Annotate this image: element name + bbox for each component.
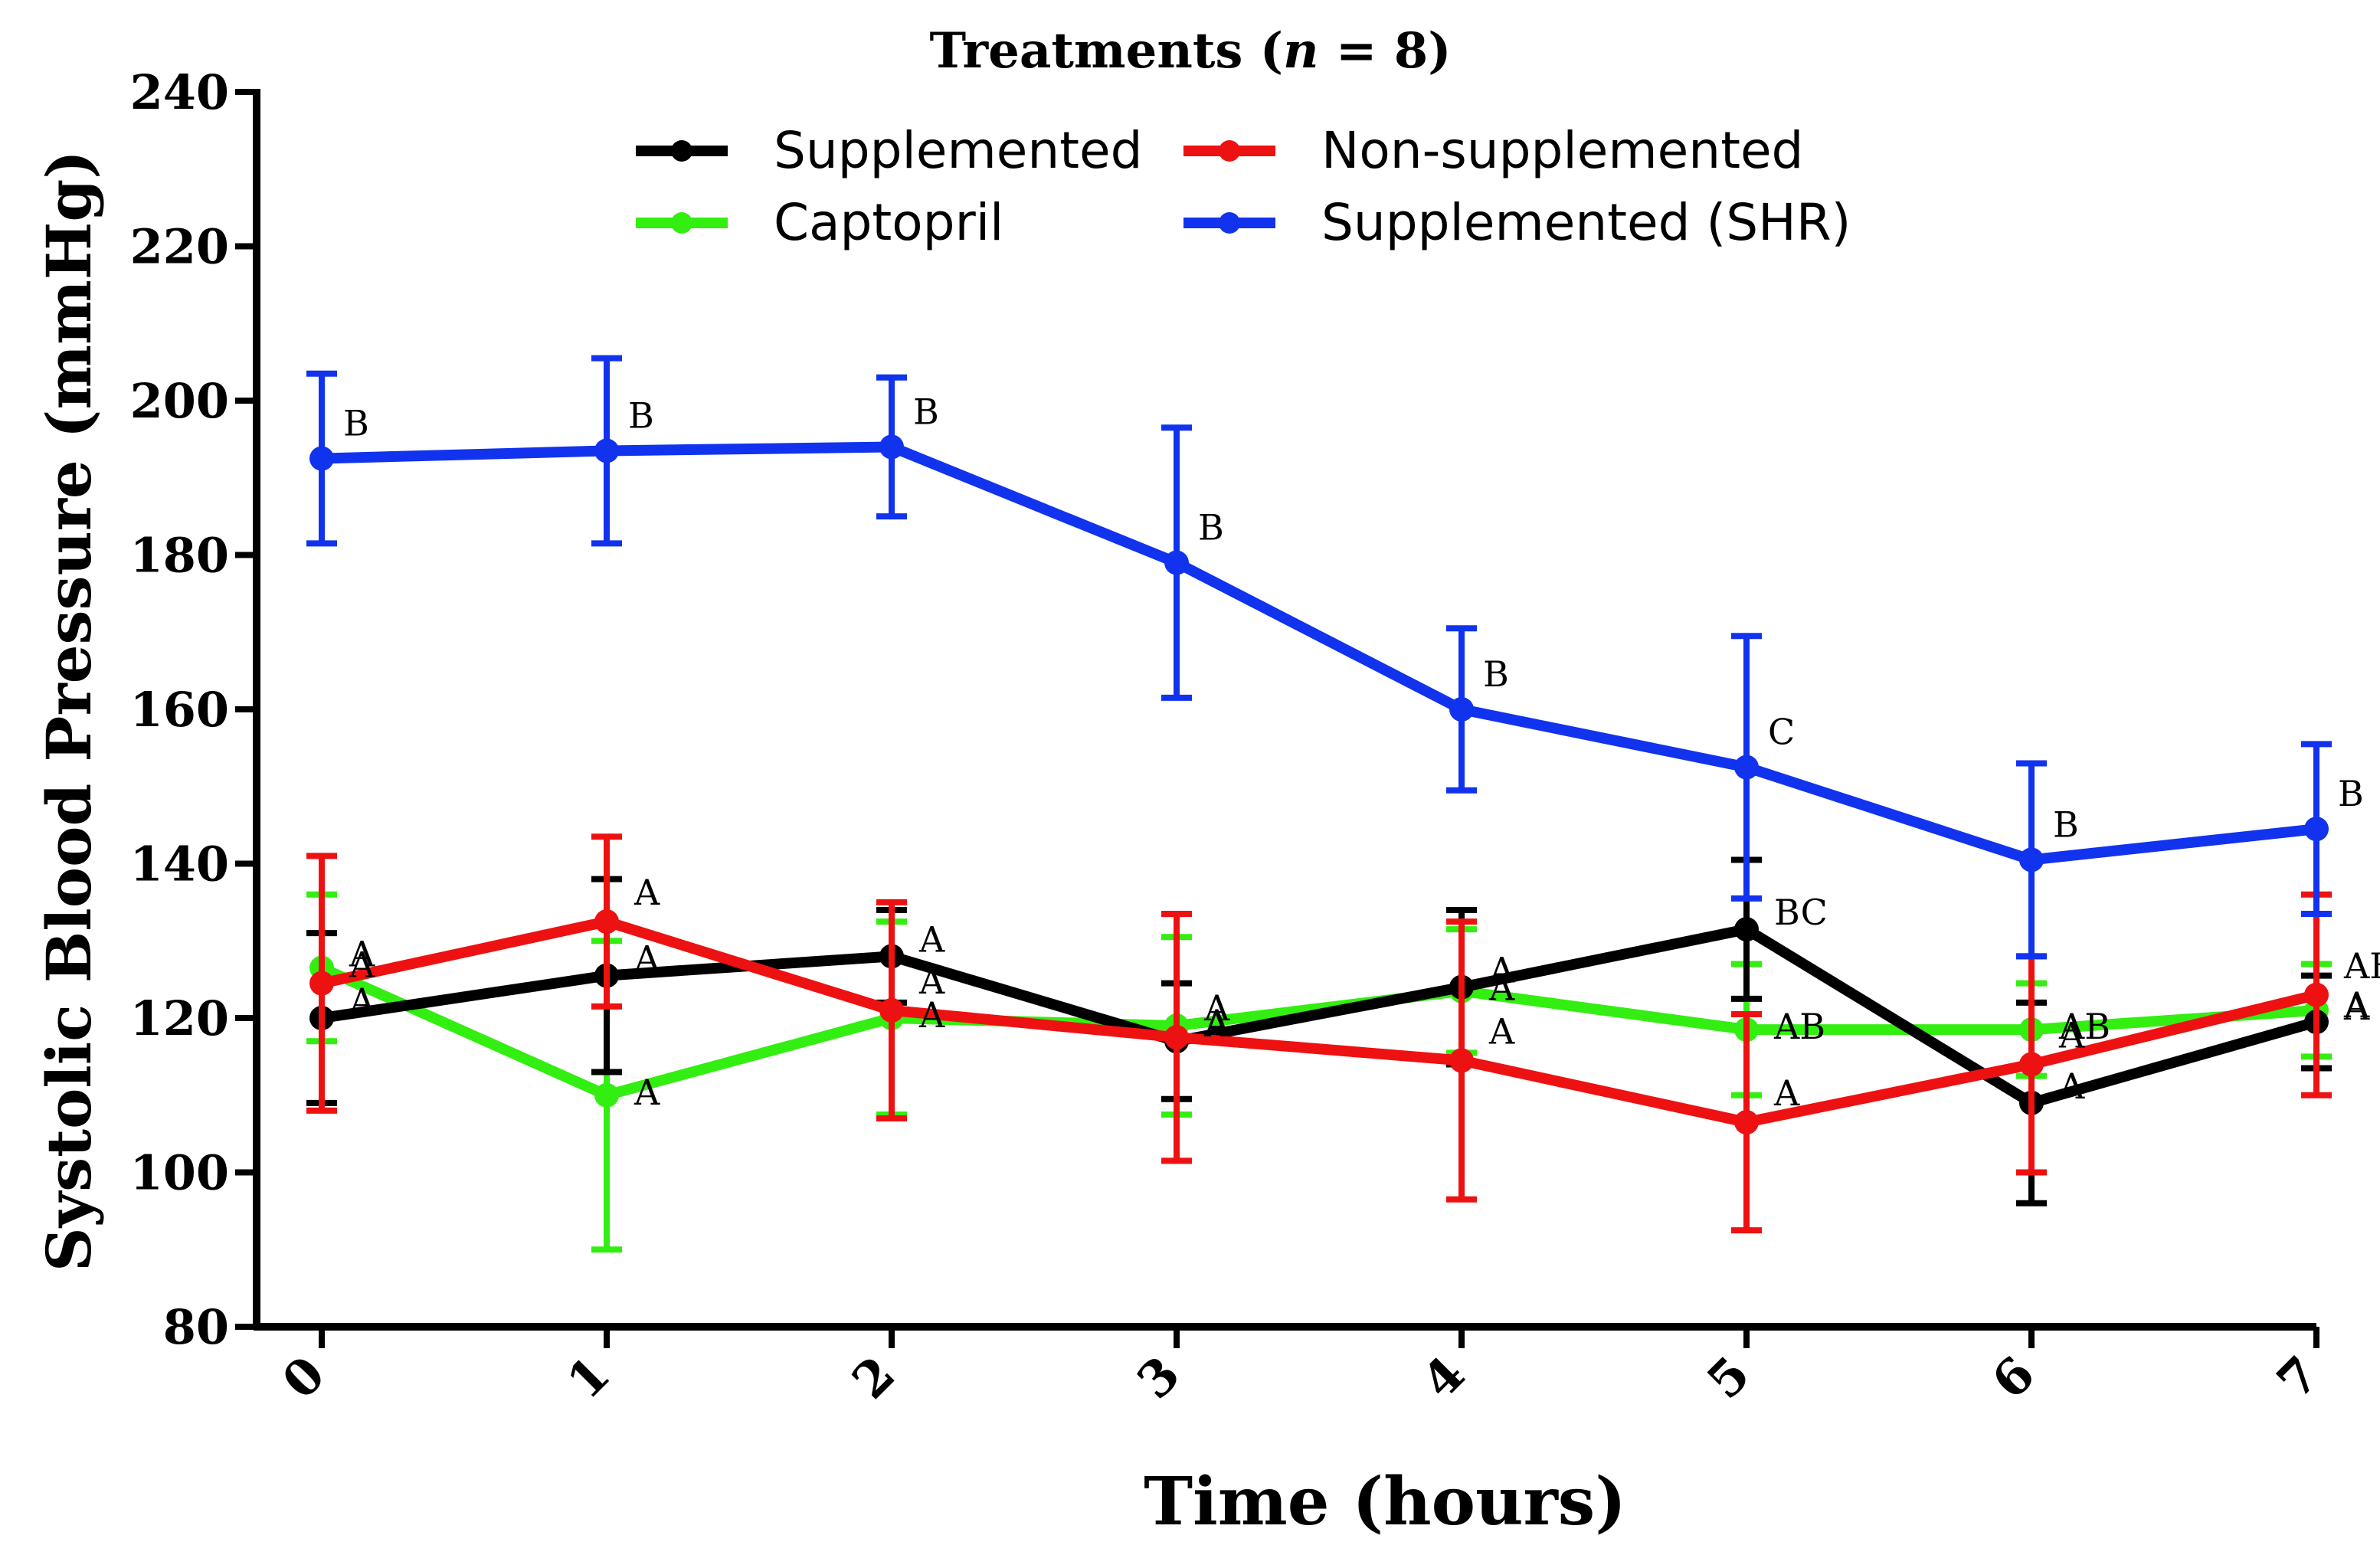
significance-label: A (2058, 1066, 2085, 1107)
data-point (1164, 1025, 1189, 1050)
series-line (320, 916, 2318, 1128)
significance-label: A (1773, 1072, 1800, 1114)
series-line (319, 963, 2317, 1101)
significance-label: A (633, 872, 660, 913)
data-point (879, 997, 904, 1023)
legend-entry: Non-supplemented (1183, 121, 1803, 180)
significance-label: B (2053, 804, 2079, 845)
axes: 80 100 120 140 160 180 200 220 240 0 1 2 3 4 5 6 7 (130, 64, 2331, 1410)
significance-label: A (918, 961, 945, 1002)
data-point (2304, 982, 2329, 1007)
significance-label: B (913, 391, 939, 432)
y-tick-label: 160 (130, 682, 229, 738)
series-supplemented-shr- (306, 355, 2332, 960)
data-point (879, 434, 904, 460)
data-point (2019, 1052, 2044, 1077)
significance-label: A (1488, 1010, 1515, 1052)
x-tick-label: 4 (1412, 1346, 1477, 1411)
y-tick-label: 220 (130, 219, 229, 275)
significance-label: B (343, 403, 369, 444)
data-point (309, 971, 334, 996)
significance-label: AB (2058, 1006, 2110, 1047)
significance-label: A (349, 934, 375, 975)
significance-label: A (2058, 1014, 2085, 1056)
legend-swatch-marker (671, 212, 692, 234)
legend-label: Captopril (774, 193, 1003, 252)
data-point (1449, 1048, 1474, 1073)
significance-label: B (2338, 773, 2364, 814)
significance-label: AB (2343, 945, 2380, 987)
significance-labels: AAAAAABABAAAAAABCAAAAAAAAAABBBBBBCBB (343, 391, 2380, 1114)
legend-swatch-marker (1219, 212, 1240, 234)
data-point (1734, 917, 1759, 942)
y-tick-label: 100 (130, 1145, 229, 1201)
y-tick-label: 200 (130, 373, 229, 429)
chart-title: Treatments (n = 8) (929, 22, 1451, 80)
data-point (2304, 817, 2329, 842)
series-line (321, 441, 2317, 866)
x-tick-label: 5 (1697, 1346, 1762, 1411)
x-tick-label: 6 (1982, 1346, 2047, 1411)
significance-label: BC (1774, 892, 1828, 933)
significance-label: B (628, 395, 654, 436)
y-tick-label: 120 (130, 990, 229, 1046)
legend-label: Supplemented (SHR) (1321, 193, 1851, 252)
significance-label: A (1488, 967, 1515, 1009)
data-point (594, 909, 619, 935)
legend: Supplemented Non-supplemented Captopril Sup… (636, 121, 1851, 252)
legend-label: Supplemented (774, 121, 1143, 180)
legend-entry: Supplemented (636, 121, 1143, 180)
y-tick-label: 140 (130, 836, 229, 892)
significance-label: A (918, 994, 945, 1036)
x-tick-label: 0 (272, 1346, 337, 1411)
data-point (594, 1082, 619, 1108)
x-tick-label: 3 (1127, 1346, 1192, 1411)
legend-entry: Supplemented (SHR) (1183, 193, 1851, 252)
series-group (306, 355, 2332, 1253)
y-axis-title: Systolic Blood Pressure (mmHg) (33, 150, 105, 1272)
significance-label: A (2343, 987, 2370, 1028)
x-tick-label: 2 (842, 1346, 907, 1411)
data-point (594, 438, 619, 463)
x-axis-title: Time (hours) (1144, 1463, 1626, 1538)
data-point (1734, 755, 1759, 780)
significance-label: AB (1773, 1006, 1825, 1047)
significance-label: A (633, 938, 660, 980)
significance-label: A (349, 945, 375, 986)
significance-label: A (633, 1072, 660, 1113)
legend-swatch-marker (1219, 140, 1240, 162)
significance-label: A (2343, 984, 2370, 1026)
significance-label: A (1203, 1003, 1230, 1045)
significance-label: A (1203, 987, 1230, 1029)
series-non-supplemented (306, 833, 2332, 1234)
x-tick-label: 7 (2267, 1346, 2332, 1411)
legend-label: Non-supplemented (1321, 121, 1803, 180)
data-point (309, 446, 334, 471)
significance-label: B (1198, 507, 1224, 548)
significance-label: A (918, 918, 945, 960)
y-tick-label: 80 (163, 1299, 229, 1355)
y-tick-label: 240 (130, 64, 229, 120)
significance-label: A (1488, 950, 1515, 991)
significance-label: B (1483, 653, 1509, 695)
y-tick-label: 180 (130, 528, 229, 584)
data-point (1164, 550, 1189, 575)
data-point (1734, 1110, 1759, 1135)
significance-label: A (349, 981, 375, 1022)
data-point (1449, 697, 1474, 722)
significance-label: C (1768, 712, 1795, 753)
x-tick-label: 1 (557, 1346, 622, 1411)
legend-entry: Captopril (636, 193, 1003, 252)
significance-label: A (1203, 1002, 1230, 1043)
data-point (2019, 847, 2044, 872)
legend-swatch-marker (671, 140, 692, 162)
